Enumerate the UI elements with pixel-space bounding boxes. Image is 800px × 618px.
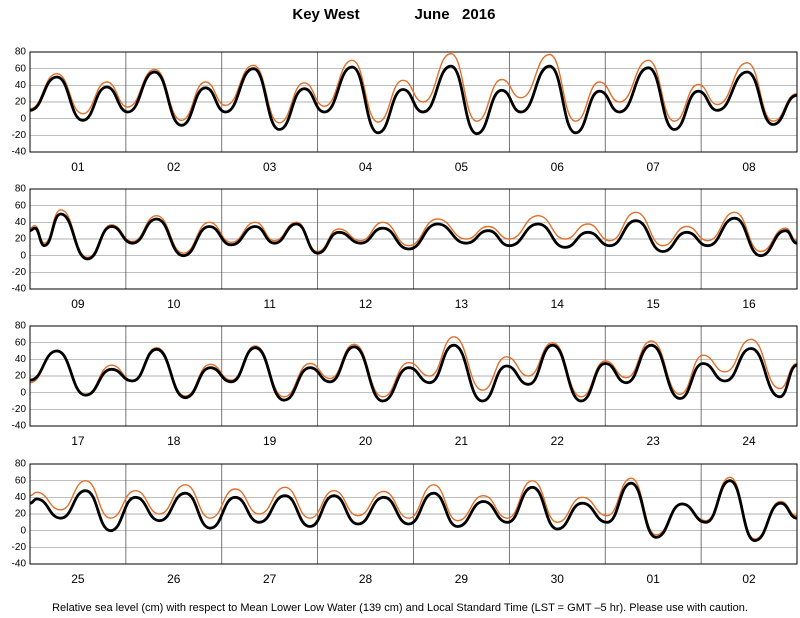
y-tick-label: 80 <box>15 184 27 195</box>
x-tick-label: 14 <box>551 297 565 311</box>
y-tick-label: 20 <box>15 234 27 245</box>
series-line <box>30 64 797 136</box>
y-tick-label: 40 <box>15 80 27 91</box>
x-tick-label: 20 <box>359 434 373 448</box>
x-tick-label: 18 <box>167 434 181 448</box>
y-tick-label: 60 <box>15 337 27 348</box>
x-tick-label: 26 <box>167 572 181 586</box>
x-tick-label: 07 <box>647 160 661 174</box>
x-tick-label: 08 <box>742 160 756 174</box>
x-tick-label: 02 <box>742 572 756 586</box>
series-line <box>30 212 797 261</box>
x-tick-label: 16 <box>742 297 756 311</box>
x-tick-label: 21 <box>455 434 469 448</box>
y-tick-label: -20 <box>12 267 27 278</box>
footnote: Relative sea level (cm) with respect to … <box>52 602 748 614</box>
y-tick-label: 80 <box>15 459 27 470</box>
y-tick-label: 40 <box>15 354 27 365</box>
y-tick-label: 0 <box>20 113 26 124</box>
y-tick-label: -20 <box>12 404 27 415</box>
x-tick-label: 06 <box>551 160 565 174</box>
y-tick-label: -40 <box>12 421 27 432</box>
x-tick-label: 10 <box>167 297 181 311</box>
x-tick-label: 22 <box>551 434 565 448</box>
y-tick-label: -40 <box>12 284 27 295</box>
y-tick-label: 60 <box>15 475 27 486</box>
y-tick-label: 80 <box>15 47 27 58</box>
y-tick-label: 80 <box>15 321 27 332</box>
plot-frame <box>29 325 798 427</box>
y-tick-label: 0 <box>20 250 26 261</box>
x-tick-label: 09 <box>71 297 85 311</box>
x-tick-label: 25 <box>71 572 85 586</box>
x-tick-label: 15 <box>647 297 661 311</box>
x-tick-label: 04 <box>359 160 373 174</box>
chart-title: Key West <box>292 6 359 23</box>
x-tick-label: 24 <box>742 434 756 448</box>
y-tick-label: 20 <box>15 509 27 520</box>
y-tick-label: 60 <box>15 200 27 211</box>
plot-frame <box>29 463 798 565</box>
x-tick-label: 12 <box>359 297 373 311</box>
chart-subtitle: June 2016 <box>415 6 496 23</box>
y-tick-label: -20 <box>12 130 27 141</box>
x-tick-label: 29 <box>455 572 469 586</box>
series-line <box>30 343 797 403</box>
y-tick-label: 60 <box>15 63 27 74</box>
x-tick-label: 23 <box>647 434 661 448</box>
y-tick-label: -20 <box>12 542 27 553</box>
plot-frame <box>29 188 798 290</box>
y-tick-label: 20 <box>15 371 27 382</box>
x-tick-label: 11 <box>263 297 276 311</box>
x-tick-label: 03 <box>263 160 277 174</box>
x-tick-label: 01 <box>71 160 85 174</box>
x-tick-label: 17 <box>71 434 85 448</box>
plot-frame <box>29 51 798 153</box>
x-tick-label: 02 <box>167 160 181 174</box>
x-tick-label: 27 <box>263 572 277 586</box>
y-tick-label: -40 <box>12 559 27 570</box>
series-line <box>30 479 797 543</box>
x-tick-label: 05 <box>455 160 469 174</box>
y-tick-label: 0 <box>20 387 26 398</box>
x-tick-label: 30 <box>551 572 565 586</box>
x-tick-label: 28 <box>359 572 373 586</box>
x-tick-label: 19 <box>263 434 277 448</box>
y-tick-label: 40 <box>15 217 27 228</box>
x-tick-label: 01 <box>647 572 661 586</box>
y-tick-label: 40 <box>15 492 27 503</box>
y-tick-label: 20 <box>15 97 27 108</box>
y-tick-label: 0 <box>20 525 26 536</box>
x-tick-label: 13 <box>455 297 469 311</box>
y-tick-label: -40 <box>12 147 27 158</box>
